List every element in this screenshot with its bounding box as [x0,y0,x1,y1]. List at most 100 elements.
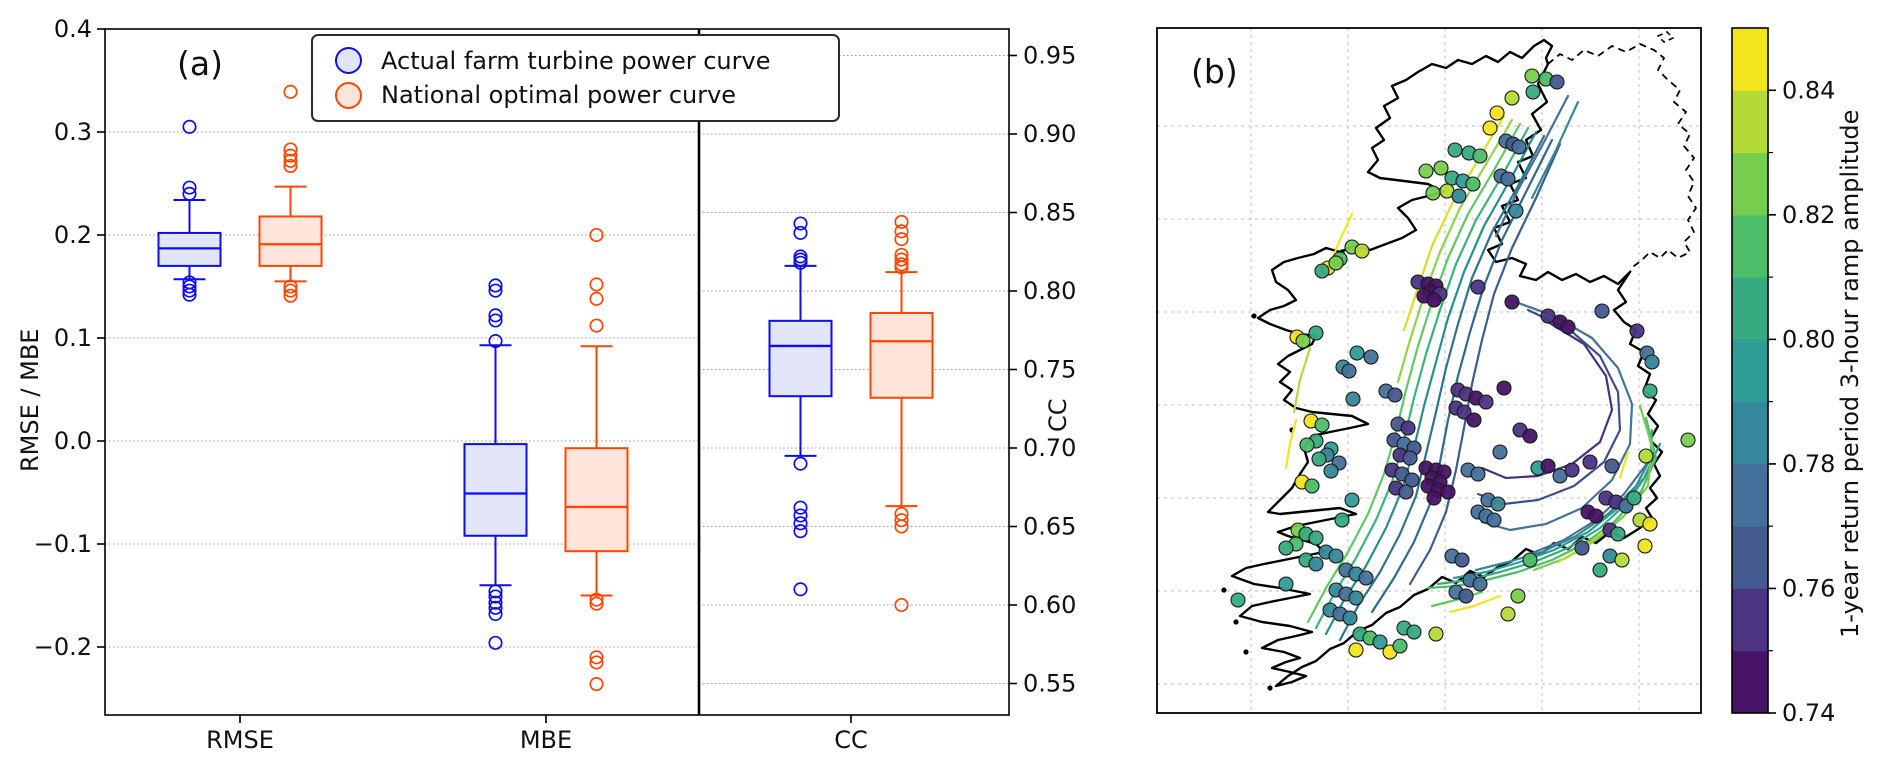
colorbar-band [1732,588,1768,652]
flier [488,584,503,599]
box [258,215,323,267]
scatter-point [1311,451,1327,467]
flier [283,158,298,174]
scatter-point [1425,185,1441,201]
colorbar: 0.74 0.76 0.78 0.80 0.82 0.84 [1731,27,1835,727]
boxplot [564,227,629,692]
boxplot [463,278,528,650]
flier [589,655,604,670]
scatter-point [1540,308,1556,324]
colorbar-tick-label: 0.78 [1782,450,1835,478]
scatter-point [1308,325,1324,341]
colorbar-tick-label: 0.84 [1782,76,1835,104]
panel-b [1156,27,1702,714]
flier [894,232,909,247]
flier [894,247,909,262]
contour-line [1530,100,1580,200]
scatter-point [1540,458,1556,474]
flier [182,180,197,195]
flier [894,513,909,528]
scatter-point [1472,576,1488,592]
y-tick-label-right: 0.70 [1023,434,1076,462]
y-tick-label-left: −0.1 [34,530,92,558]
flier [488,283,503,298]
scatter-point [1582,454,1598,470]
flier [589,596,604,611]
scatter-point [1614,552,1630,568]
x-tick-label: CC [834,726,868,754]
scatter-point [1642,383,1658,399]
panel-a-frame [104,28,1010,716]
y-tick-label-left: 0.3 [54,118,92,146]
scatter-point [1308,556,1324,572]
scatter-point [1470,279,1486,295]
y-tick-label-right: 0.60 [1023,591,1076,619]
boxplot [258,84,323,303]
y-tick-label-right: 0.65 [1023,513,1076,541]
scatter-point [1402,450,1418,466]
contour-line [1476,308,1622,506]
y-tick-label-left: 0.4 [54,15,92,43]
y-tick-label-left: 0.1 [54,324,92,352]
scatter-point [1478,394,1494,410]
scatter-point [1433,160,1449,176]
scatter-point [1358,570,1374,586]
x-tick-label: MBE [520,726,572,754]
flier [283,153,298,168]
scatter-point [1354,243,1370,259]
colorbar-band [1732,650,1768,714]
flier [793,582,808,597]
colorbar-band [1732,339,1768,403]
contour-line [1292,346,1312,414]
scatter-point [1278,576,1294,592]
flier [589,277,604,292]
islet [1267,685,1273,691]
scatter-point [1426,490,1442,506]
flier [283,142,298,157]
scatter-point [1552,468,1568,484]
flier [793,456,808,471]
contour-line [1338,134,1546,642]
flier [488,635,503,650]
scatter-point [1638,448,1654,464]
colorbar-band [1732,152,1768,216]
scatter-point [1398,484,1414,500]
flier [283,288,298,303]
flier [182,186,197,201]
y-tick-label-left: 0.2 [54,221,92,249]
flier [894,597,909,613]
contour-line [1408,142,1562,586]
panel-a-label: (a) [177,44,223,83]
contour-line [1324,130,1538,636]
islet [1251,313,1257,319]
scatter-point [1522,552,1538,568]
contour-line [1370,138,1554,614]
scatter-point [1500,171,1516,187]
flier [589,592,604,607]
scatter-point [1594,303,1610,319]
scatter-point [1574,540,1590,556]
flier [894,257,909,272]
y-tick-label-right: 0.80 [1023,277,1076,305]
scatter-point [1560,319,1576,335]
scatter-point [1604,458,1620,474]
contour-line [1494,94,1570,238]
scatter-point [1626,490,1642,506]
scatter-point [1348,590,1364,606]
flier [488,595,503,610]
flier [793,516,808,531]
legend-marker-national-icon [335,81,362,109]
coastline-northern-ireland [1547,43,1697,273]
scatter-point [1522,428,1538,444]
scatter-point [1454,552,1470,568]
colorbar-frame [1731,27,1769,714]
panel-b-label: (b) [1191,52,1238,91]
scatter-point [1372,634,1388,650]
scatter-point [1447,142,1463,158]
scatter-point [1349,345,1365,361]
flier [589,318,604,333]
scatter-point [1418,163,1434,179]
scatter-point [1440,484,1456,500]
panel-b-frame [1156,27,1702,714]
